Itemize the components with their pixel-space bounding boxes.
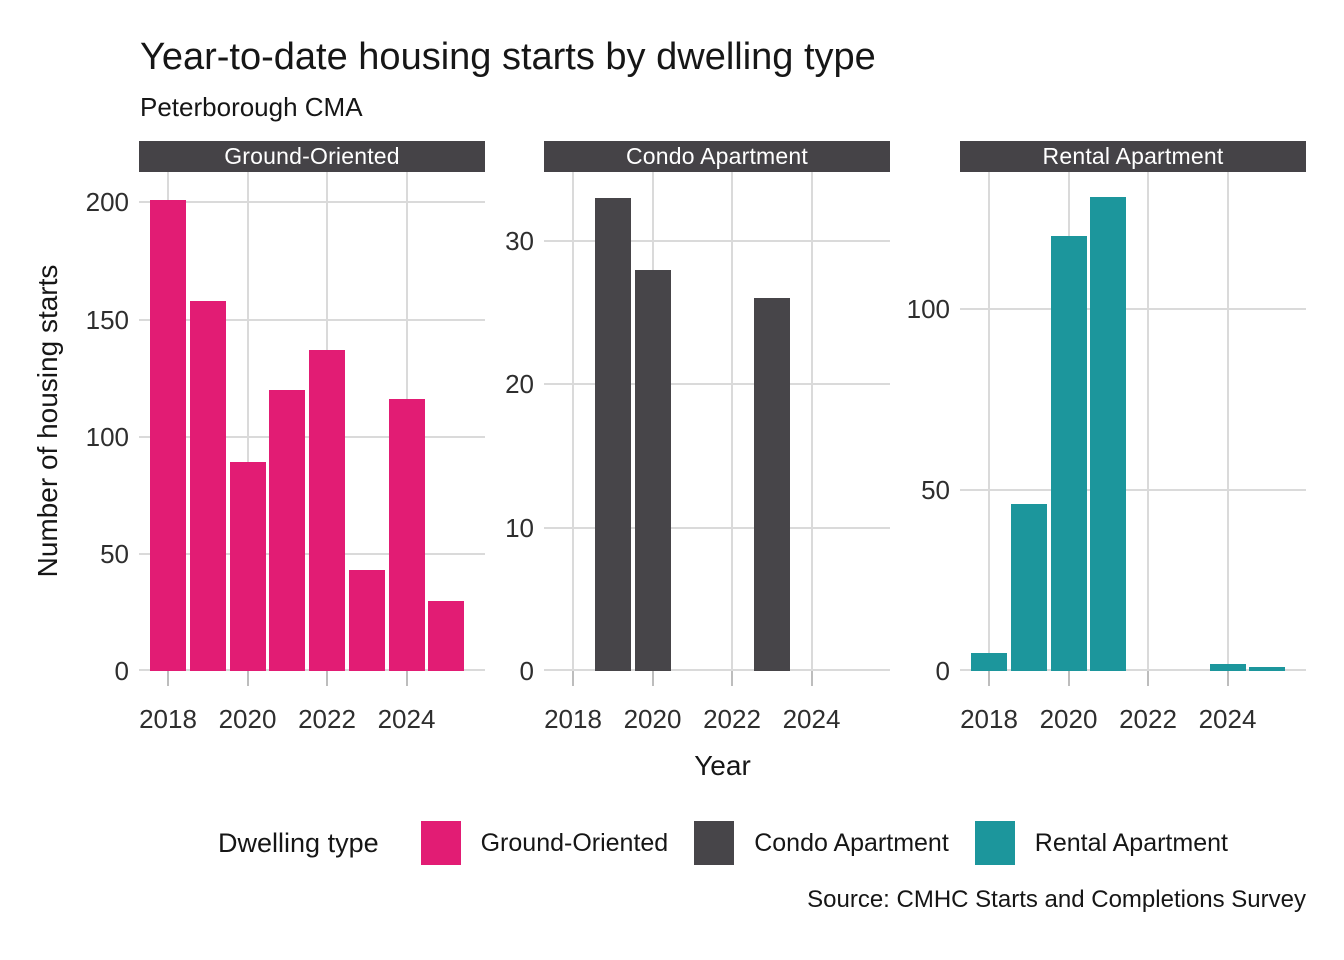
legend-items: Ground-Oriented Condo Apartment Rental Apa… (395, 821, 1228, 865)
x-tick-mark (1067, 671, 1070, 686)
y-tick-label: 150 (85, 304, 129, 335)
facet-strip-ground-oriented: Ground-Oriented (139, 141, 485, 172)
y-tick-label: 10 (505, 512, 534, 543)
x-tick-label: 2024 (1198, 704, 1257, 734)
x-tick-mark (572, 671, 574, 686)
bar-2025 (428, 601, 465, 671)
x-tick-label: 2024 (782, 704, 841, 734)
y-tick-label: 0 (519, 656, 534, 686)
x-tick-mark (988, 671, 990, 686)
bar-2019 (1010, 504, 1047, 671)
y-tick-label: 0 (114, 656, 129, 686)
bar-2022 (309, 350, 345, 671)
x-tick-mark (405, 671, 408, 686)
gridline (544, 383, 890, 386)
y-tick-label: 20 (505, 369, 534, 400)
gridline (960, 488, 1306, 491)
bar-2020 (1050, 236, 1087, 671)
bar-2020 (634, 270, 671, 671)
chart-subtitle: Peterborough CMA (140, 92, 363, 122)
x-tick-mark (326, 671, 328, 686)
bar-2024 (388, 399, 425, 671)
x-tick-mark (810, 671, 813, 686)
gridline (810, 172, 813, 671)
y-tick-label: 50 (921, 474, 950, 505)
legend-swatch (420, 821, 461, 865)
gridline (544, 669, 890, 671)
gridline (572, 172, 574, 671)
gridline (960, 669, 1306, 671)
chart-caption: Source: CMHC Starts and Completions Surv… (807, 886, 1306, 913)
gridline (139, 201, 485, 204)
facet-strip-rental-apartment: Rental Apartment (960, 141, 1306, 172)
chart-title: Year-to-date housing starts by dwelling … (140, 36, 876, 78)
y-tick-label: 100 (85, 421, 129, 452)
gridline (988, 172, 990, 671)
bar-2019 (189, 301, 226, 671)
gridline (139, 318, 485, 321)
legend-swatch (974, 821, 1015, 865)
y-tick-label: 30 (505, 225, 534, 256)
facet-panel-ground-oriented (139, 172, 485, 671)
x-tick-label: 2020 (218, 704, 277, 734)
legend-item-label: Ground-Oriented (480, 828, 669, 857)
facet-panel-condo-apartment (544, 172, 890, 671)
gridline (960, 307, 1306, 310)
x-tick-label: 2022 (298, 704, 356, 734)
x-tick-label: 2022 (703, 704, 761, 734)
x-tick-label: 2018 (139, 704, 197, 734)
gridline (246, 172, 249, 671)
bar-2021 (1090, 197, 1127, 671)
x-tick-label: 2022 (1119, 704, 1177, 734)
legend-item-label: Condo Apartment (754, 828, 949, 857)
x-tick-label: 2018 (544, 704, 602, 734)
legend-swatch (694, 821, 735, 865)
legend: Dwelling type Ground-Oriented Condo Apart… (140, 818, 1306, 868)
x-tick-label: 2020 (623, 704, 682, 734)
y-tick-label: 200 (85, 187, 129, 218)
facet-strip-condo-apartment: Condo Apartment (544, 141, 890, 172)
legend-item-ground-oriented: Ground-Oriented (420, 821, 669, 865)
bar-2019 (594, 198, 631, 671)
x-tick-mark (246, 671, 249, 686)
bar-2018 (971, 653, 1007, 671)
x-tick-mark (1147, 671, 1149, 686)
bar-2025 (1249, 667, 1286, 671)
x-tick-mark (1226, 671, 1229, 686)
legend-item-condo-apartment: Condo Apartment (694, 821, 949, 865)
legend-item-label: Rental Apartment (1034, 828, 1228, 857)
gridline (544, 239, 890, 242)
gridline (1147, 172, 1149, 671)
y-tick-label: 0 (935, 656, 950, 686)
legend-item-rental-apartment: Rental Apartment (974, 821, 1228, 865)
x-tick-mark (651, 671, 654, 686)
bar-2021 (269, 390, 306, 671)
x-tick-mark (731, 671, 733, 686)
y-tick-label: 100 (906, 293, 950, 324)
x-tick-label: 2024 (377, 704, 436, 734)
bar-2018 (150, 200, 186, 671)
bar-2023 (348, 570, 385, 671)
gridline (544, 526, 890, 529)
bar-2024 (1209, 664, 1246, 671)
gridline (731, 172, 733, 671)
bar-2023 (753, 298, 790, 671)
x-tick-label: 2020 (1039, 704, 1098, 734)
bar-2020 (229, 462, 266, 671)
x-tick-mark (167, 671, 169, 686)
x-axis-title: Year (694, 750, 751, 781)
facet-panel-rental-apartment (960, 172, 1306, 671)
legend-title: Dwelling type (218, 827, 379, 858)
x-tick-label: 2018 (960, 704, 1018, 734)
y-tick-label: 50 (100, 538, 129, 569)
gridline (1226, 172, 1229, 671)
